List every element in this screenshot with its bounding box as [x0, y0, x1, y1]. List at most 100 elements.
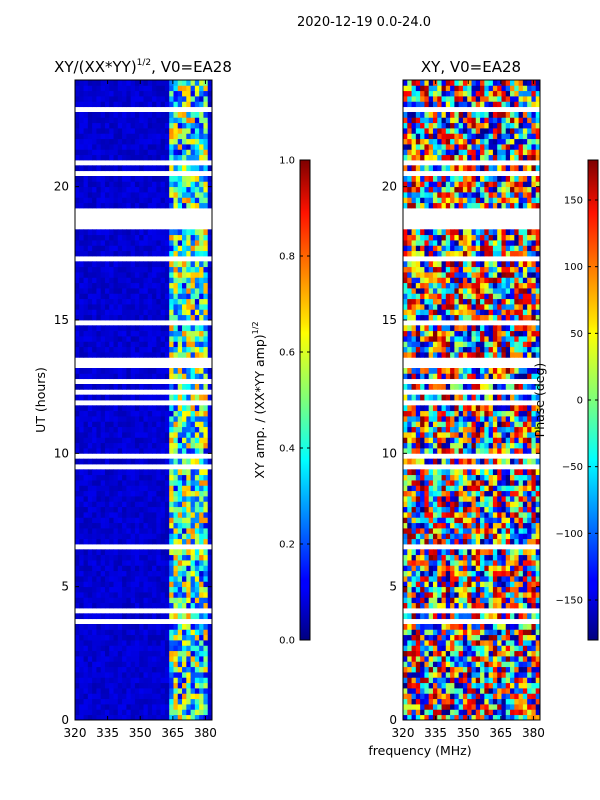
heatmap-cell	[113, 570, 119, 577]
heatmap-cell	[518, 661, 524, 668]
heatmap-cell	[514, 698, 520, 705]
heatmap-cell	[96, 469, 102, 476]
heatmap-cell	[156, 346, 162, 353]
heatmap-cell	[445, 586, 451, 593]
heatmap-cell	[109, 181, 115, 188]
heatmap-cell	[467, 565, 472, 572]
heatmap-cell	[143, 704, 149, 710]
heatmap-cell	[160, 266, 166, 273]
heatmap-cell	[194, 186, 200, 193]
heatmap-cell	[480, 576, 485, 582]
heatmap-cell	[403, 490, 408, 497]
heatmap-cell	[139, 714, 144, 721]
heatmap-cell	[92, 469, 97, 476]
heatmap-cell	[484, 448, 490, 454]
heatmap-cell	[83, 586, 89, 593]
heatmap-cell	[92, 154, 97, 161]
heatmap-cell	[194, 133, 200, 140]
heatmap-cell	[450, 560, 455, 566]
heatmap-cell	[75, 90, 80, 97]
heatmap-cell	[100, 250, 106, 257]
heatmap-cell	[505, 549, 511, 556]
heatmap-cell	[100, 197, 106, 204]
heatmap-cell	[160, 144, 166, 150]
heatmap-cell	[182, 410, 187, 417]
heatmap-cell	[415, 709, 421, 716]
heatmap-cell	[186, 506, 192, 513]
heatmap-cell	[199, 469, 204, 476]
heatmap-cell	[156, 624, 162, 630]
heatmap-cell	[420, 704, 425, 710]
heatmap-cell	[510, 458, 515, 465]
heatmap-cell	[190, 346, 196, 353]
heatmap-cell	[424, 640, 430, 646]
heatmap-cell	[104, 432, 110, 438]
heatmap-cell	[199, 266, 204, 273]
heatmap-cell	[531, 602, 537, 609]
heatmap-cell	[518, 640, 524, 646]
heatmap-cell	[160, 298, 166, 305]
heatmap-cell	[403, 485, 408, 492]
heatmap-cell	[143, 517, 149, 524]
heatmap-cell	[527, 522, 532, 529]
heatmap-cell	[415, 416, 421, 422]
heatmap-cell	[92, 293, 97, 300]
heatmap-cell	[194, 650, 200, 657]
heatmap-cell	[117, 325, 123, 332]
heatmap-cell	[79, 277, 85, 284]
heatmap-cell	[113, 325, 119, 332]
heatmap-cell	[488, 405, 494, 412]
heatmap-cell	[147, 122, 153, 129]
heatmap-cell	[432, 517, 438, 524]
heatmap-cell	[522, 565, 528, 572]
heatmap-cell	[182, 384, 187, 390]
heatmap-cell	[147, 144, 153, 150]
heatmap-cell	[403, 421, 408, 428]
heatmap-cell	[160, 384, 166, 390]
heatmap-cell	[501, 469, 507, 476]
heatmap-cell	[462, 693, 468, 700]
heatmap-cell	[113, 538, 119, 545]
heatmap-cell	[514, 490, 520, 497]
heatmap-cell	[207, 613, 213, 620]
heatmap-cell	[190, 661, 196, 668]
heatmap-cell	[415, 677, 421, 684]
heatmap-cell	[113, 314, 119, 321]
heatmap-cell	[109, 149, 115, 156]
heatmap-cell	[186, 474, 192, 481]
heatmap-cell	[505, 560, 511, 566]
heatmap-cell	[527, 421, 532, 428]
heatmap-cell	[122, 432, 127, 438]
heatmap-cell	[415, 410, 421, 417]
heatmap-cell	[510, 528, 515, 534]
heatmap-cell	[199, 437, 204, 444]
heatmap-cell	[182, 581, 187, 588]
heatmap-cell	[497, 704, 502, 710]
heatmap-cell	[143, 373, 149, 380]
heatmap-cell	[182, 229, 187, 236]
heatmap-cell	[100, 560, 106, 566]
heatmap-cell	[450, 640, 455, 646]
heatmap-cell	[186, 672, 192, 678]
heatmap-cell	[484, 426, 490, 433]
heatmap-cell	[134, 197, 140, 204]
heatmap-cell	[441, 469, 447, 476]
heatmap-cell	[411, 624, 417, 630]
heatmap-cell	[164, 602, 170, 609]
heatmap-cell	[484, 522, 490, 529]
heatmap-cell	[467, 570, 472, 577]
heatmap-cell	[160, 458, 166, 465]
heatmap-cell	[182, 597, 187, 604]
heatmap-cell	[527, 613, 532, 620]
heatmap-cell	[411, 714, 417, 721]
heatmap-cell	[113, 437, 119, 444]
heatmap-cell	[450, 490, 455, 497]
heatmap-cell	[445, 496, 451, 502]
heatmap-cell	[117, 410, 123, 417]
heatmap-cell	[143, 512, 149, 518]
heatmap-cell	[182, 576, 187, 582]
heatmap-cell	[169, 480, 174, 486]
heatmap-cell	[156, 485, 162, 492]
heatmap-cell	[501, 613, 507, 620]
